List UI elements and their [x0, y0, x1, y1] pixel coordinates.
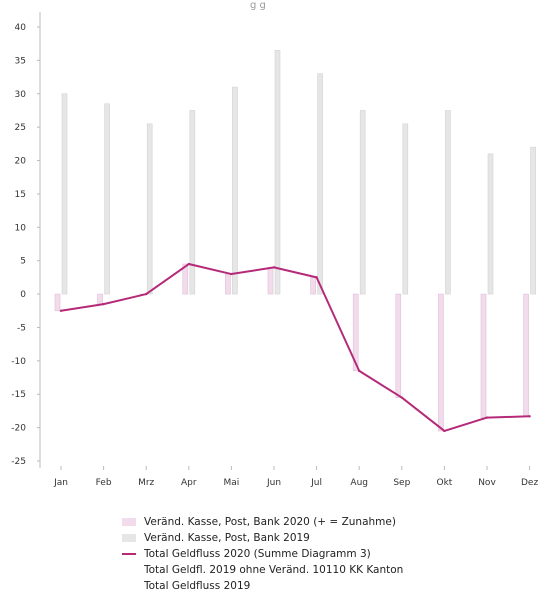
x-tick-label: Mai	[224, 478, 240, 488]
legend-label: Total Geldfluss 2019	[144, 580, 251, 592]
bar-2019	[530, 146, 536, 295]
x-tick-label: Dez	[521, 478, 538, 488]
line-point	[102, 302, 105, 306]
chart-title-fragment: g g	[250, 0, 266, 11]
x-tick-label: Feb	[96, 478, 112, 488]
bar-2020	[182, 263, 189, 295]
bar-2020	[310, 277, 316, 295]
legend-label: Total Geldfl. 2019 ohne Veränd. 10110 KK…	[144, 564, 404, 576]
bar-2019	[232, 86, 238, 295]
y-tick-label: 10	[15, 223, 27, 233]
line-point	[528, 415, 531, 418]
x-tick-label: Jul	[310, 478, 322, 488]
legend-label: Veränd. Kasse, Post, Bank 2019	[144, 532, 310, 544]
bar-2020	[438, 293, 444, 432]
line-point	[230, 272, 233, 276]
bar-2019	[104, 103, 110, 295]
legend-item: Veränd. Kasse, Post, Bank 2020 (+ = Zuna…	[122, 514, 403, 530]
x-tick-label: Jan	[53, 478, 68, 488]
line-point	[145, 292, 148, 296]
legend-swatch	[122, 518, 136, 526]
y-tick-label: -15	[11, 390, 26, 400]
y-tick-label: 35	[15, 56, 26, 66]
legend-label: Veränd. Kasse, Post, Bank 2020 (+ = Zuna…	[144, 516, 396, 528]
legend-item: Veränd. Kasse, Post, Bank 2019	[122, 530, 403, 546]
y-tick-label: 20	[15, 157, 27, 167]
bar-2020	[395, 293, 402, 398]
y-tick-label: 40	[15, 23, 27, 33]
line-geldfluss-2020	[60, 263, 530, 432]
x-axis-ticks: Jan Feb Mrz Apr Mai Jun Jul Aug Sep Okt Nov Dez	[53, 466, 538, 488]
legend-item: Total Geldfluss 2019	[122, 578, 403, 594]
y-tick-label: 25	[15, 123, 26, 133]
y-axis-ticks: 40 35 30 25 20 15 10 5 0 -5 -10 -15 -20 -25	[11, 23, 40, 467]
legend-item: Total Geldfl. 2019 ohne Veränd. 10110 KK…	[122, 562, 403, 578]
x-tick-label: Okt	[436, 478, 452, 488]
legend-swatch	[122, 534, 136, 542]
y-tick-label: 30	[15, 90, 27, 100]
bar-2020	[54, 293, 61, 312]
bar-2019	[445, 110, 451, 295]
chart: 40 35 30 25 20 15 10 5 0 -5 -10 -15 -20 -25 Jan Feb Mrz…	[11, 12, 538, 488]
line-point	[187, 262, 190, 266]
bar-2019	[274, 50, 281, 295]
bar-2019	[61, 93, 68, 295]
line-geldfluss-2020	[59, 262, 531, 433]
line-point	[59, 309, 63, 312]
bar-2019	[359, 110, 366, 295]
y-tick-label: -5	[17, 323, 26, 333]
bar-2020	[97, 293, 103, 305]
bar-2019	[317, 73, 323, 295]
y-tick-label: 0	[20, 290, 26, 300]
bar-2019	[487, 153, 494, 295]
legend-swatch	[122, 569, 136, 571]
line-point	[400, 396, 403, 399]
bar-2020	[480, 293, 487, 418]
bars-2020	[54, 263, 529, 432]
bars-2019	[61, 50, 536, 295]
bar-2020	[267, 267, 274, 295]
x-tick-label: Jun	[266, 478, 281, 488]
bar-2020	[523, 293, 529, 417]
bar-2019	[146, 123, 153, 295]
y-tick-label: 15	[15, 190, 26, 200]
legend-label: Total Geldfluss 2020 (Summe Diagramm 3)	[144, 548, 371, 560]
bar-2019	[402, 123, 409, 295]
y-tick-label: -10	[11, 357, 26, 367]
legend: Veränd. Kasse, Post, Bank 2020 (+ = Zuna…	[122, 514, 403, 594]
y-tick-label: -25	[11, 457, 26, 467]
x-tick-label: Apr	[181, 478, 197, 488]
line-point	[443, 429, 446, 433]
x-tick-label: Aug	[350, 478, 368, 488]
line-point	[272, 266, 276, 269]
line-point	[315, 276, 318, 279]
x-tick-label: Nov	[478, 478, 496, 488]
bar-2020	[225, 273, 231, 295]
x-tick-label: Sep	[393, 478, 410, 488]
y-tick-label: -20	[11, 424, 26, 434]
line-point	[485, 416, 489, 419]
bar-2020	[352, 293, 359, 372]
y-tick-label: 5	[20, 257, 26, 267]
legend-swatch	[122, 553, 136, 555]
line-point	[358, 369, 361, 373]
bar-2019	[189, 110, 196, 295]
legend-item: Total Geldfluss 2020 (Summe Diagramm 3)	[122, 546, 403, 562]
x-tick-label: Mrz	[138, 478, 154, 488]
legend-swatch	[122, 585, 136, 587]
